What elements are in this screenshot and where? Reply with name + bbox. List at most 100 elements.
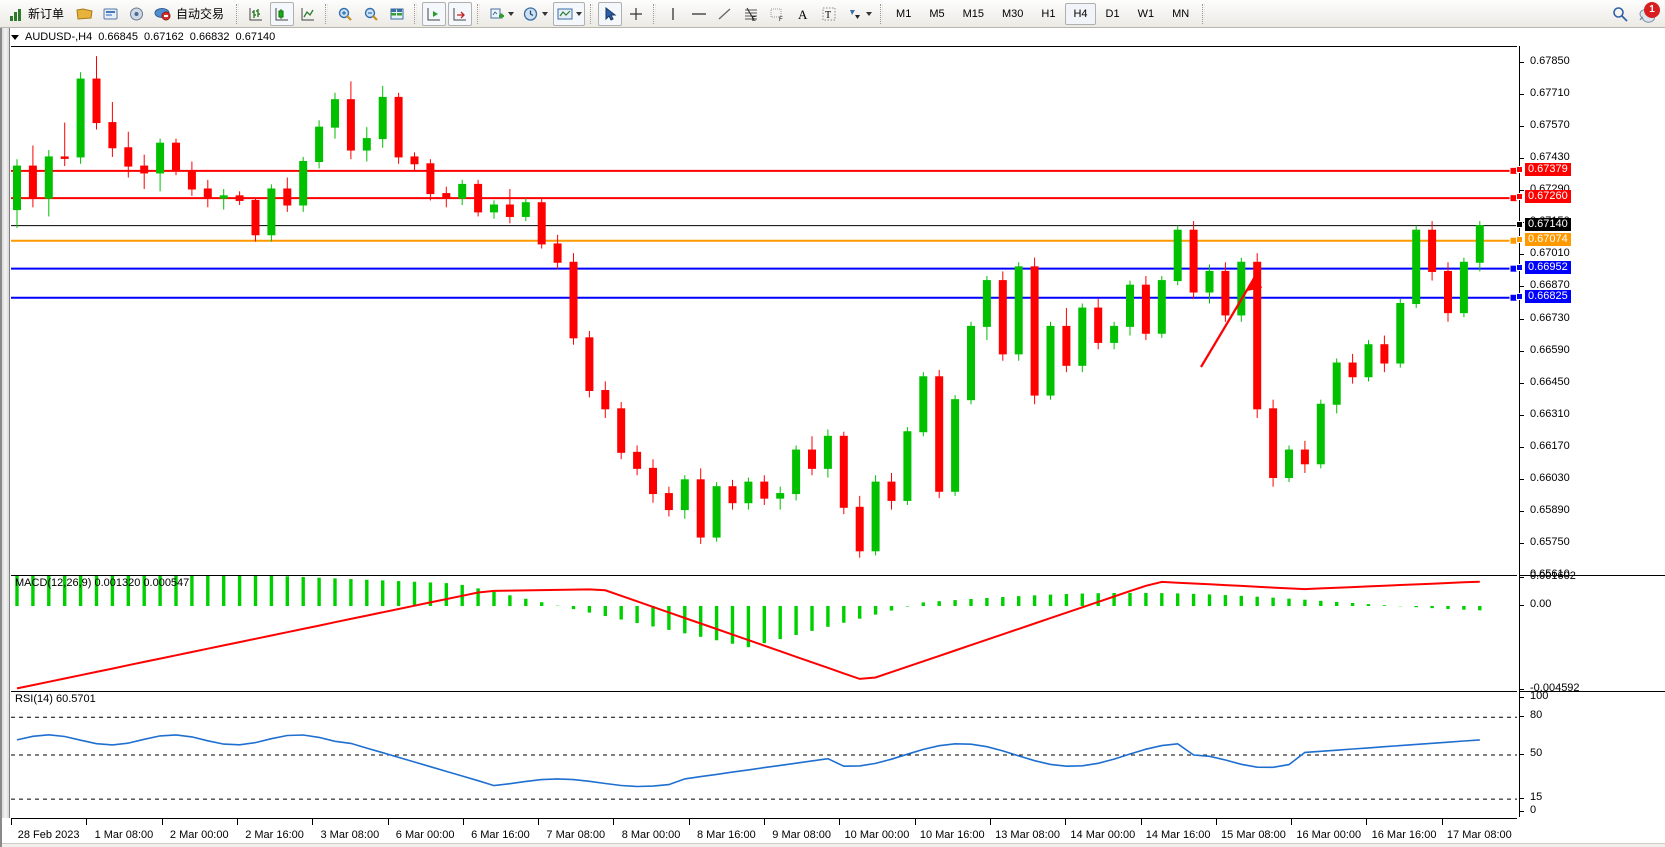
candle-body [1253,261,1262,410]
rsi-pane[interactable] [11,691,1517,817]
templates-button[interactable] [553,1,586,26]
new-order-button[interactable]: 新订单 [5,2,71,26]
price-tag-handle-4[interactable] [1516,263,1523,271]
period-button[interactable] [519,2,551,26]
candle-body [172,142,180,172]
price-tag-handle-1[interactable] [1516,193,1523,201]
auto-trading-button[interactable]: 自动交易 [151,2,231,26]
price-tag-0.66952[interactable]: 0.66952 [1525,260,1571,274]
price-level-handle-3[interactable] [1509,236,1517,245]
timeframe-m1[interactable]: M1 [896,7,912,20]
candle-body [490,204,498,213]
zoom-in-button[interactable] [333,2,357,26]
equidistant-channel-button[interactable]: F [765,2,789,26]
chevron-down-icon[interactable] [576,11,583,16]
timeframe-d1[interactable]: D1 [1105,7,1120,20]
price-level-handle-5[interactable] [1509,293,1517,302]
zoom-in-icon [338,7,352,21]
timeframe-mn[interactable]: MN [1172,7,1190,20]
time-axis-label-1: 1 Mar 08:00 [94,829,154,841]
time-axis-label-8: 8 Mar 00:00 [621,829,681,841]
annotation-arrow[interactable] [1200,273,1262,368]
auto-scroll-button[interactable] [448,1,473,26]
horizontal-line-icon [692,12,707,15]
timeframe-m5[interactable]: M5 [929,7,945,20]
add-indicator-button[interactable] [485,2,517,26]
chart-menu-icon[interactable] [11,34,19,40]
timeframe-m15[interactable]: M15 [962,7,984,20]
folder-button[interactable] [73,2,97,26]
fibonacci-button[interactable]: E [739,2,763,26]
candle-body [1157,280,1166,334]
candlestick-chart-button[interactable] [270,1,295,26]
price-tag-0.67140[interactable]: 0.67140 [1525,217,1571,231]
equidistant-channel-icon: F [770,8,783,22]
macd-plot-svg [15,576,1482,690]
price-pane[interactable] [11,46,1517,575]
time-axis-label-9: 8 Mar 16:00 [696,829,756,841]
candlestick-chart-icon [275,7,289,20]
trendline-button[interactable] [713,2,737,26]
price-tag-0.67074[interactable]: 0.67074 [1525,232,1571,246]
text-button[interactable]: A [791,2,815,26]
vertical-line-button[interactable] [661,2,685,26]
rsi-axis-tick-0: 0 [1530,804,1537,816]
price-tag-handle-0[interactable] [1516,165,1523,173]
candle-body [442,193,451,199]
timeframe-w1[interactable]: W1 [1137,7,1155,20]
auto-trading-label: 自动交易 [176,7,225,21]
svg-text:F: F [779,17,783,22]
text-label-icon: T [822,7,836,21]
chart-scroll-gutter[interactable] [2,28,10,818]
alerts-button[interactable]: 1 [1634,1,1660,26]
price-tag-0.67260[interactable]: 0.67260 [1525,190,1571,204]
time-axis-tick [1366,819,1368,825]
rsi-line [16,733,1480,788]
chart-shift-button[interactable] [422,1,447,26]
price-tag-handle-2[interactable] [1516,220,1523,228]
grid-button[interactable] [385,2,409,26]
chevron-down-icon[interactable] [542,11,549,16]
terminal-button[interactable] [99,2,123,26]
chevron-down-icon[interactable] [508,11,515,16]
zoom-out-button[interactable] [359,2,383,26]
macd-pane[interactable] [11,575,1517,691]
price-axis[interactable]: 0.678500.677100.675700.674300.672900.671… [1516,46,1665,817]
candle-body [76,78,85,158]
price-level-handle-0[interactable] [1509,166,1517,175]
crosshair-button[interactable] [624,2,648,26]
price-level-handle-4[interactable] [1509,264,1517,273]
candle-body [458,183,467,199]
ohlc-open: 0.66845 [98,31,138,43]
shapes-button[interactable] [843,2,875,26]
price-level-handle-1[interactable] [1509,194,1517,203]
axis-tick-mark [1520,697,1524,698]
price-tag-handle-5[interactable] [1516,292,1523,300]
timeframe-h4[interactable]: H4 [1065,2,1096,25]
text-label-button[interactable]: T [817,2,841,26]
price-axis-tick-16: 0.65610 [1530,568,1570,580]
timeframe-m30[interactable]: M30 [1002,7,1024,20]
candle-body [601,390,610,410]
cursor-button[interactable] [598,1,623,26]
svg-text:E: E [752,17,756,22]
signal-button[interactable] [125,2,149,26]
timeframe-h1[interactable]: H1 [1041,7,1056,20]
candle-body [792,449,801,495]
price-axis-tick-10: 0.66450 [1530,375,1570,388]
line-chart-button[interactable] [296,2,320,26]
price-tag-0.67379[interactable]: 0.67379 [1525,162,1571,176]
price-axis-tick-3: 0.67430 [1530,151,1570,164]
time-axis-label-15: 14 Mar 16:00 [1145,829,1211,841]
price-tag-handle-3[interactable] [1516,235,1523,243]
time-axis-tick [613,819,615,825]
candle-body [760,481,769,499]
candle-body [633,451,642,469]
chevron-down-icon[interactable] [866,11,873,16]
bar-chart-button[interactable] [244,2,268,26]
horizontal-line-button[interactable] [687,2,711,26]
toolbar-separator [477,3,481,24]
candle-body [521,202,530,217]
search-button[interactable] [1608,2,1632,26]
price-tag-0.66825[interactable]: 0.66825 [1525,289,1571,303]
